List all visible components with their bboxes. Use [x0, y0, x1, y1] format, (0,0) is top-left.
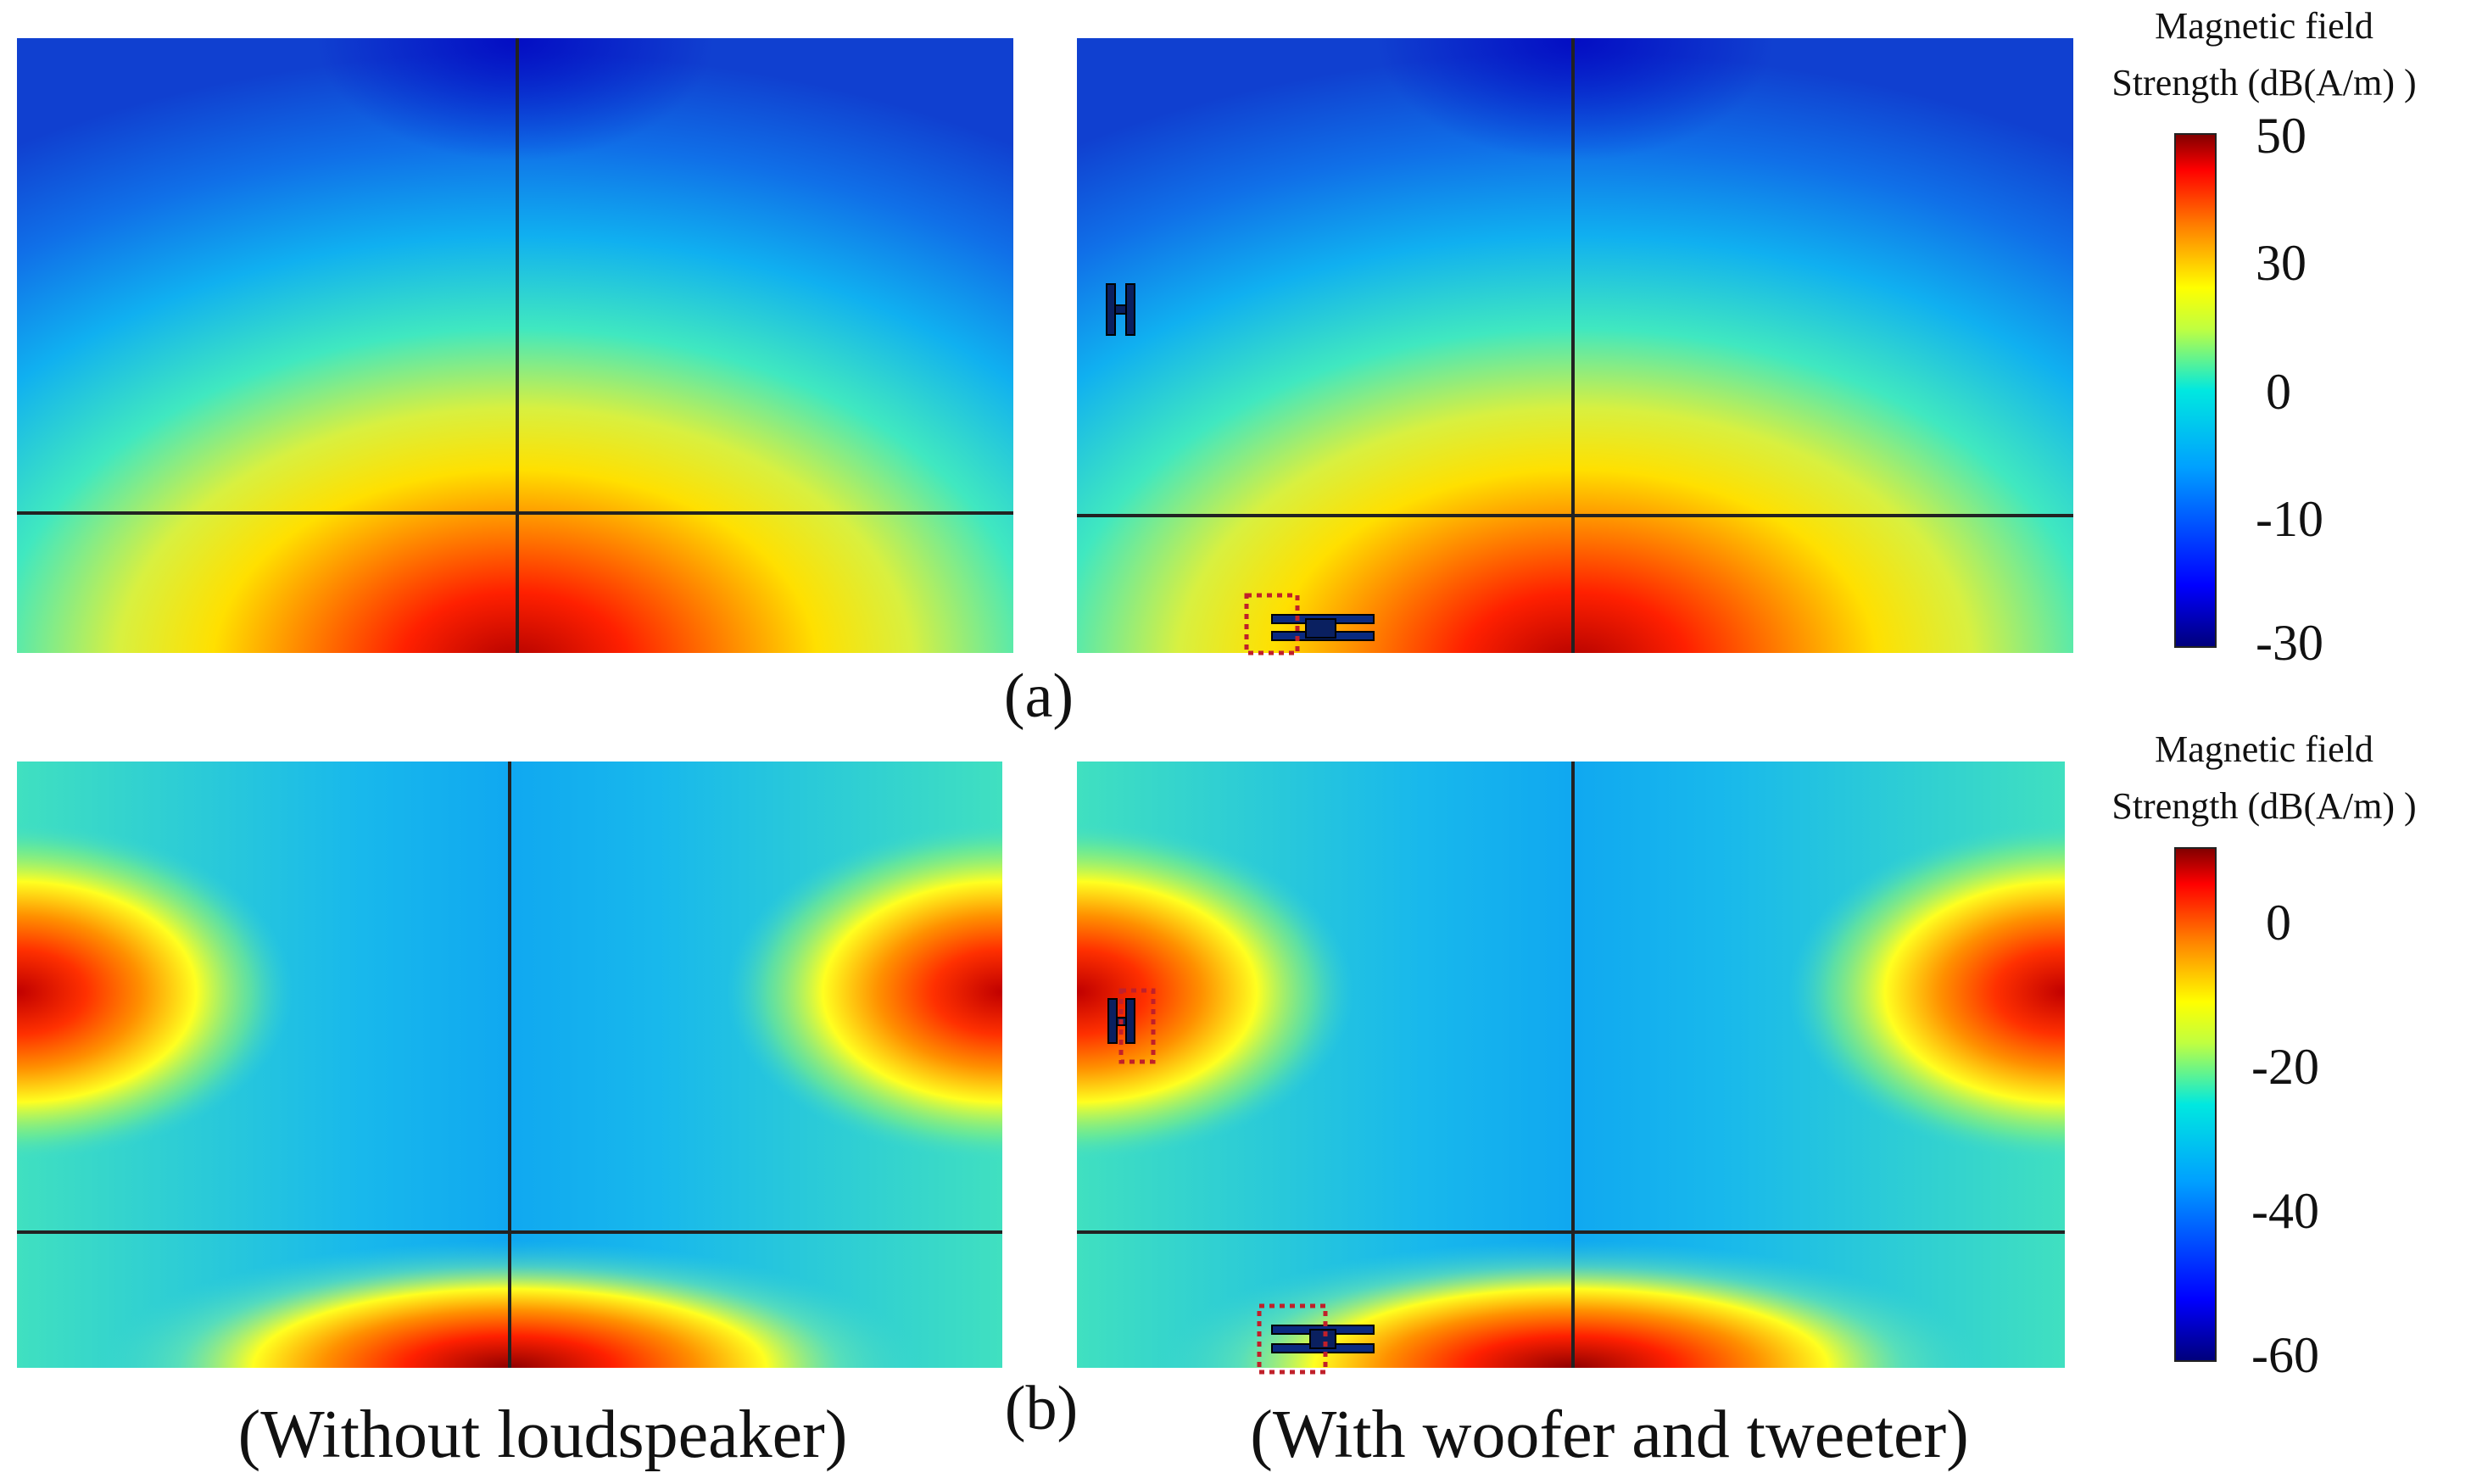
colorbar-a-tick: 50: [2256, 108, 2306, 164]
panel-b-left-field-map: [17, 762, 1002, 1368]
colorbar-a-tick: 30: [2256, 235, 2306, 291]
colorbar-b-tick: -20: [2251, 1039, 2319, 1095]
colorbar-b-tick: -60: [2251, 1327, 2319, 1383]
colorbar-a-title-line1: Magnetic field: [2155, 5, 2373, 47]
colorbar-a-tick: 0: [2266, 364, 2291, 420]
colorbar-a: Magnetic field Strength (dB(A/m) ) 50 30…: [2111, 5, 2416, 671]
panel-a-left-field-map: [17, 38, 1013, 653]
colorbar-b-title-line2: Strength (dB(A/m) ): [2111, 785, 2416, 827]
panel-a-label: (a): [1004, 661, 1074, 731]
colorbar-a-title-line2: Strength (dB(A/m) ): [2111, 62, 2416, 103]
woofer-highlight-box: [1244, 593, 1300, 656]
colorbar-b: Magnetic field Strength (dB(A/m) ) 0 -20…: [2111, 728, 2416, 1383]
colorbar-b-tick: 0: [2266, 895, 2291, 951]
colorbar-b-tick: -40: [2251, 1183, 2319, 1239]
woofer-icon: [1271, 1325, 1375, 1353]
woofer-icon: [1271, 614, 1375, 641]
colorbar-a-tick: -10: [2256, 491, 2323, 547]
caption-left: (Without loudspeaker): [238, 1398, 848, 1472]
tweeter-icon: [1106, 283, 1135, 336]
panel-b-label: (b): [1005, 1374, 1078, 1443]
woofer-highlight-box: [1257, 1303, 1328, 1375]
colorbar-b-title-line1: Magnetic field: [2155, 728, 2373, 770]
panel-a-right-field-map: [1077, 38, 2073, 656]
colorbar-a-tick: -30: [2256, 615, 2323, 671]
caption-right: (With woofer and tweeter): [1250, 1398, 1969, 1472]
panel-b-right-field-map: [1077, 762, 2065, 1375]
